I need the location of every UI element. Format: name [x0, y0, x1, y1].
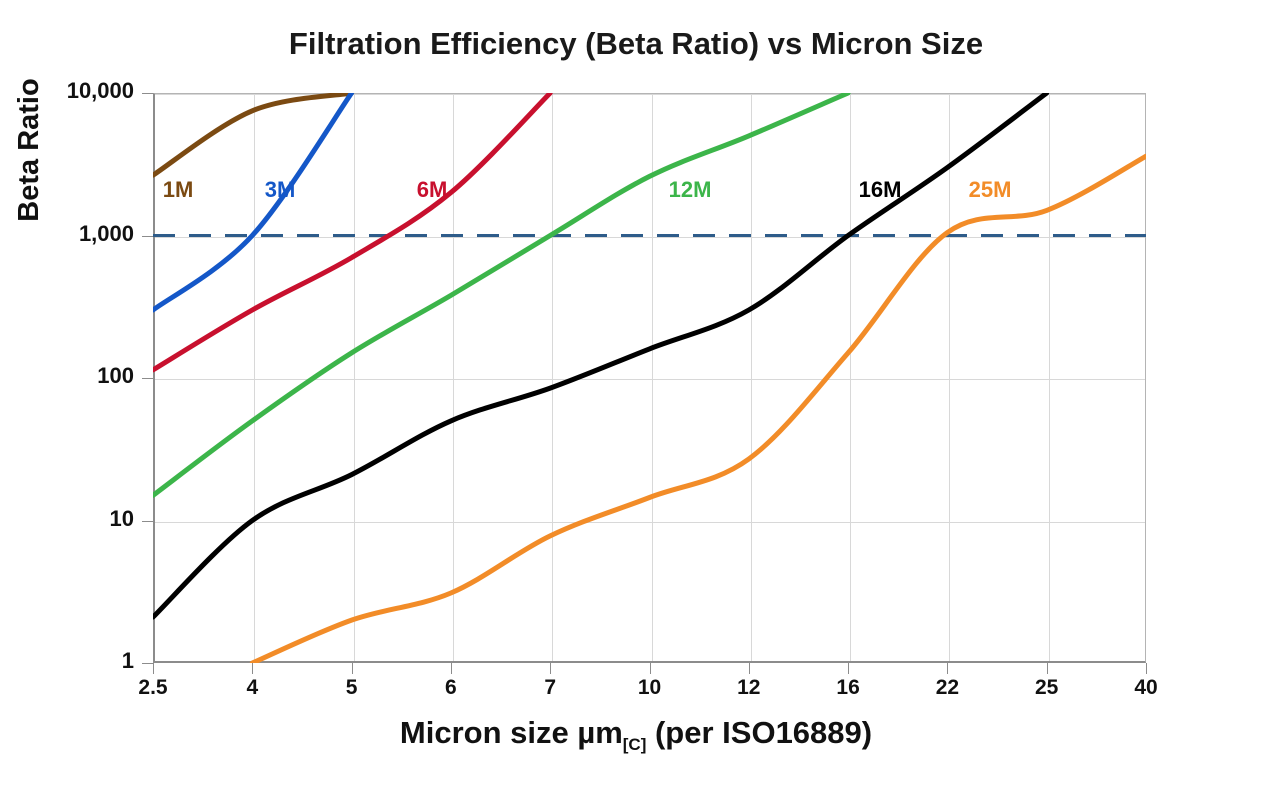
- x-gridline: [1048, 94, 1050, 661]
- x-tick-mark: [1046, 663, 1048, 674]
- x-tick-mark: [1146, 663, 1147, 674]
- x-tick-mark: [947, 663, 949, 674]
- x-gridline: [452, 94, 454, 661]
- series-curve-1m: [153, 93, 355, 178]
- y-gridline: [155, 94, 1145, 95]
- series-curve-25m: [249, 153, 1146, 663]
- x-tick-label: 7: [544, 676, 557, 699]
- y-gridline: [155, 521, 1145, 523]
- y-tick-label: 100: [97, 363, 134, 388]
- x-axis-label-suffix: (per ISO16889): [646, 715, 873, 750]
- x-tick-label: 2.5: [138, 676, 168, 699]
- x-tick-mark: [450, 663, 452, 674]
- series-curve-16m: [153, 93, 1050, 620]
- series-label-3m: 3M: [264, 177, 296, 202]
- y-tick-label: 1,000: [78, 220, 134, 246]
- y-gridline: [155, 379, 1145, 380]
- series-label-25m: 25M: [968, 177, 1012, 202]
- y-tick-label: 1: [121, 648, 134, 673]
- x-tick-label: 25: [1035, 676, 1059, 699]
- x-tick-mark: [550, 663, 552, 674]
- x-axis-label: Micron size µm[C] (per ISO16889): [0, 715, 1272, 755]
- y-tick-mark: [142, 235, 153, 237]
- x-gridline: [353, 94, 355, 661]
- y-tick-mark: [142, 378, 153, 379]
- x-tick-label: 40: [1134, 676, 1158, 699]
- series-label-6m: 6M: [416, 177, 448, 202]
- chart-title: Filtration Efficiency (Beta Ratio) vs Mi…: [288, 26, 984, 61]
- y-tick-mark: [142, 663, 153, 664]
- plot-area: [153, 93, 1146, 663]
- x-axis-label-subscript: [C]: [622, 735, 647, 755]
- x-tick-mark: [351, 663, 353, 674]
- x-tick-label: 6: [445, 676, 457, 699]
- series-curve-12m: [153, 93, 851, 498]
- x-tick-label: 5: [345, 676, 358, 699]
- y-gridline: [155, 236, 1145, 238]
- x-tick-label: 22: [935, 676, 960, 699]
- series-label-12m: 12M: [668, 177, 712, 202]
- x-tick-mark: [748, 663, 750, 674]
- y-tick-mark: [142, 93, 153, 94]
- x-tick-mark: [649, 663, 651, 674]
- x-tick-mark: [848, 663, 850, 674]
- x-tick-mark: [252, 663, 254, 674]
- series-curve-6m: [153, 93, 553, 373]
- x-gridline: [949, 94, 951, 661]
- y-tick-label: 10,000: [66, 78, 134, 103]
- x-tick-label: 10: [637, 676, 662, 699]
- series-curve-3m: [153, 93, 355, 313]
- x-tick-label: 4: [246, 676, 259, 699]
- x-tick-label: 12: [737, 676, 761, 699]
- x-gridline: [552, 94, 554, 661]
- x-gridline: [850, 94, 852, 661]
- series-label-1m: 1M: [162, 177, 194, 202]
- x-tick-mark: [153, 663, 154, 674]
- x-gridline: [750, 94, 752, 661]
- x-axis-label-main: Micron size µm: [399, 715, 623, 750]
- x-gridline: [254, 94, 256, 661]
- series-label-16m: 16M: [858, 177, 902, 202]
- y-tick-mark: [142, 520, 153, 522]
- x-gridline: [651, 94, 653, 661]
- y-tick-label: 10: [109, 505, 134, 531]
- x-tick-label: 16: [836, 676, 860, 699]
